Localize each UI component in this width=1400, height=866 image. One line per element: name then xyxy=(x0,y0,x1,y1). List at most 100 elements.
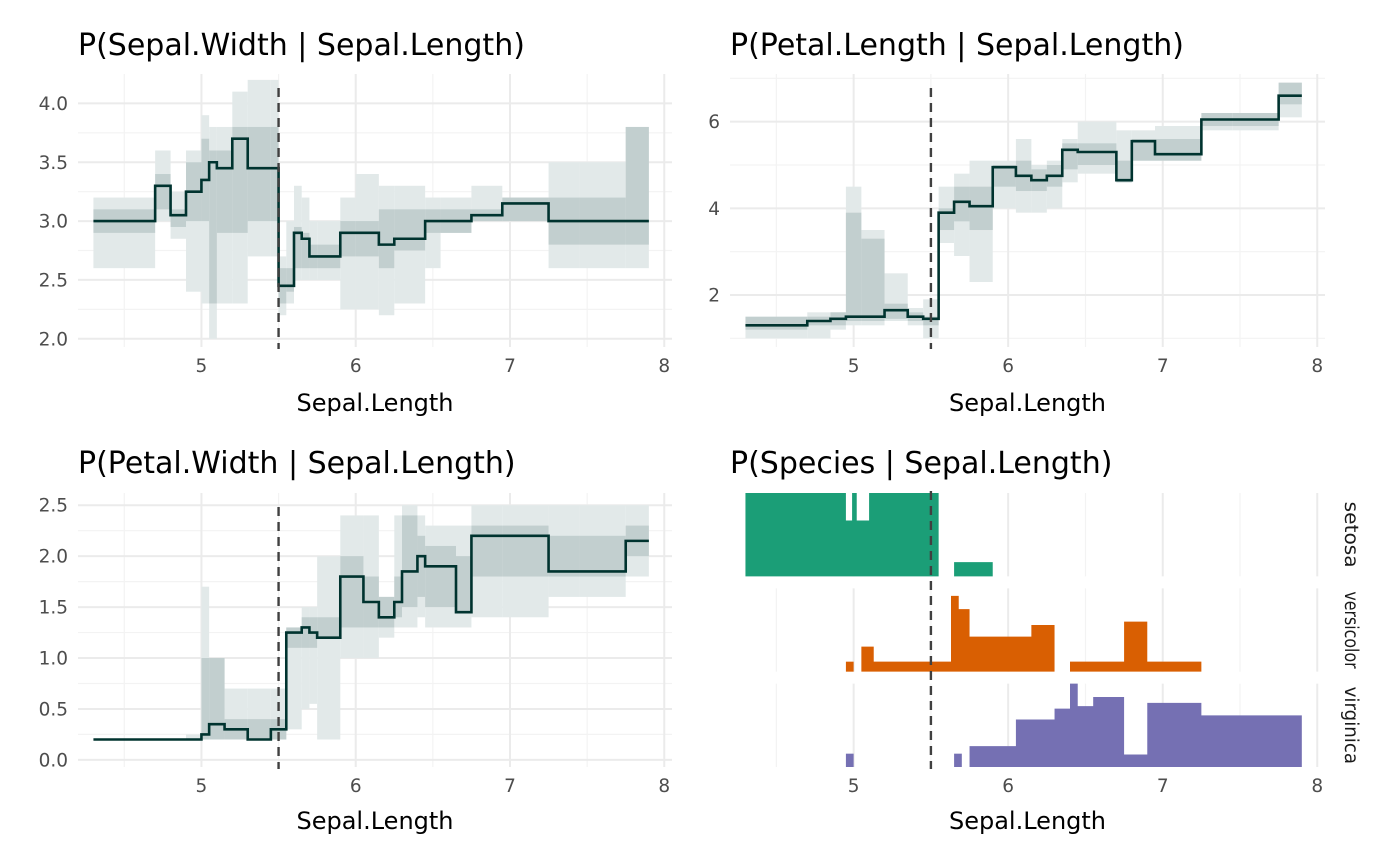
y-tick-label: 1.0 xyxy=(39,649,68,670)
inner-band-rect xyxy=(378,209,395,269)
inner-band-rect xyxy=(745,316,808,330)
inner-band-rect xyxy=(247,719,271,740)
x-tick-label: 7 xyxy=(1157,356,1169,377)
outer-band-rect xyxy=(309,607,318,704)
x-axis-label: Sepal.Length xyxy=(296,389,453,417)
x-tick-label: 8 xyxy=(658,356,670,377)
y-tick-label: 2.0 xyxy=(39,547,68,568)
y-tick-label: 0.0 xyxy=(39,750,68,771)
inner-band-rect xyxy=(394,576,402,618)
y-tick-label: 4.0 xyxy=(39,94,68,115)
inner-band-rect xyxy=(579,535,626,577)
facet-virginica xyxy=(775,683,1319,767)
chart-title: P(Petal.Length | Sepal.Length) xyxy=(730,28,1184,63)
x-axis-label: Sepal.Length xyxy=(949,807,1106,835)
inner-band-rect xyxy=(301,232,310,269)
y-tick-label: 2.0 xyxy=(39,329,68,350)
inner-band-rect xyxy=(1116,160,1132,183)
y-tick-label: 2 xyxy=(708,286,720,307)
inner-band-rect xyxy=(1131,139,1155,161)
x-tick-label: 6 xyxy=(1002,776,1014,797)
facet-strip-label: virginica xyxy=(1340,687,1361,764)
inner-band-rect xyxy=(216,150,233,233)
outer-band-rect xyxy=(317,556,341,740)
x-tick-label: 5 xyxy=(848,776,860,797)
inner-band-rect xyxy=(425,545,456,608)
inner-band-rect xyxy=(1062,143,1078,170)
inner-band-rect xyxy=(340,556,364,628)
chart-panel-3: 0.0 0.5 1.0 1.5 2.0 2.5 5 6 7 8 Sepal.Length P(Peta… xyxy=(39,446,672,835)
x-axis-label: Sepal.Length xyxy=(949,389,1106,417)
probability-area xyxy=(969,683,1302,767)
inner-band-rect xyxy=(340,221,356,257)
inner-band-rect xyxy=(502,197,549,222)
inner-band-rect xyxy=(417,535,426,597)
outer-band-rect xyxy=(286,221,294,304)
y-tick-label: 2.5 xyxy=(39,270,68,291)
x-tick-label: 5 xyxy=(848,356,860,377)
inner-band-rect xyxy=(294,226,302,269)
probability-area xyxy=(861,595,1055,672)
inner-band-rect xyxy=(232,126,248,233)
conditional-mean-line xyxy=(745,94,1302,327)
y-tick-label: 4 xyxy=(708,199,720,220)
inner-band-rect xyxy=(1278,82,1302,105)
y-tick-label: 1.5 xyxy=(39,598,68,619)
chart-title: P(Sepal.Width | Sepal.Length) xyxy=(78,28,525,63)
facet-versicolor xyxy=(775,588,1319,672)
chart-title: P(Petal.Width | Sepal.Length) xyxy=(78,446,516,481)
inner-band-rect xyxy=(301,617,310,648)
y-tick-label: 0.5 xyxy=(39,699,68,720)
chart-panel-2: 2 4 6 5 6 7 8 Sepal.Length P(Petal.Length | Sepa… xyxy=(708,28,1325,417)
inner-band-rect xyxy=(201,658,210,740)
inner-band-rect xyxy=(845,212,862,322)
inner-band-rect xyxy=(209,150,217,304)
x-tick-label: 6 xyxy=(1002,356,1014,377)
inner-band-rect xyxy=(209,658,225,740)
outer-band-rect xyxy=(186,734,202,740)
probability-area xyxy=(1070,621,1202,672)
inner-band-rect xyxy=(170,209,186,227)
facet-strip-label: versicolor xyxy=(1340,591,1361,669)
probability-area xyxy=(845,661,854,672)
inner-band-rect xyxy=(247,126,271,222)
inner-band-rect xyxy=(471,525,503,577)
inner-band-rect xyxy=(954,186,970,222)
inner-band-rect xyxy=(270,126,279,222)
chart-panel-4: setosa versicolor virginica 5 6 7 8 Sepal.Lengt… xyxy=(730,446,1361,835)
x-tick-label: 6 xyxy=(350,776,362,797)
x-tick-label: 7 xyxy=(504,356,516,377)
inner-band-rect xyxy=(317,617,341,638)
outer-band-rect xyxy=(301,607,310,709)
inner-band-rect xyxy=(402,515,418,608)
y-tick-label: 3.0 xyxy=(39,212,68,233)
x-tick-label: 8 xyxy=(658,776,670,797)
inner-band-rect xyxy=(378,596,395,628)
probability-area xyxy=(845,753,854,767)
inner-band-rect xyxy=(286,268,294,292)
facet-setosa xyxy=(745,493,1319,577)
conditional-mean-line xyxy=(93,534,649,741)
outer-band-rect xyxy=(286,627,302,730)
x-axis-label: Sepal.Length xyxy=(296,807,453,835)
probability-area xyxy=(745,493,939,577)
y-tick-label: 2.5 xyxy=(39,496,68,517)
inner-band-rect xyxy=(1077,143,1117,166)
inner-band-rect xyxy=(502,525,549,577)
inner-band-rect xyxy=(355,221,379,257)
x-tick-label: 7 xyxy=(1157,776,1169,797)
chart-title: P(Species | Sepal.Length) xyxy=(730,446,1112,481)
x-tick-label: 5 xyxy=(196,356,208,377)
conditional-mean-line xyxy=(93,137,649,288)
outer-band-rect xyxy=(394,515,402,628)
x-tick-label: 6 xyxy=(350,356,362,377)
facet-strip-label: setosa xyxy=(1340,502,1361,568)
inner-band-rect xyxy=(969,186,993,231)
y-tick-label: 6 xyxy=(708,112,720,133)
x-tick-label: 8 xyxy=(1311,356,1323,377)
x-tick-label: 5 xyxy=(196,776,208,797)
inner-band-rect xyxy=(548,535,580,577)
probability-area xyxy=(954,753,962,767)
inner-band-rect xyxy=(625,126,649,245)
